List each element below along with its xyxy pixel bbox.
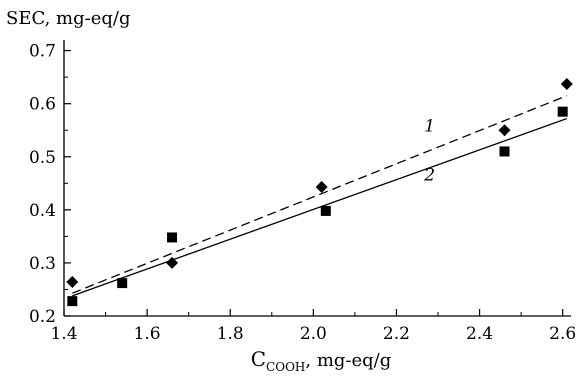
x-tick-label: 1.4 — [50, 324, 77, 344]
series-label-1: 1 — [424, 116, 435, 136]
point-square-series-2 — [67, 296, 78, 307]
ticks-layer: 1.4 1.6 1.8 2.0 2.2 2.4 2.6 0.2 0.3 0.4 0.5 0.6 0.7 — [29, 40, 576, 344]
fit-lines-layer — [72, 95, 568, 297]
x-tick-label: 2.4 — [466, 324, 493, 344]
point-square-series-2 — [167, 232, 178, 243]
points-layer — [66, 78, 573, 307]
x-axis-label: CCOOH, mg-eq/g — [251, 347, 392, 374]
fit-line-1 — [72, 95, 568, 294]
x-tick-label: 2.2 — [383, 324, 410, 344]
point-diamond-series-1 — [498, 124, 511, 137]
point-diamond-series-1 — [66, 276, 79, 289]
point-diamond-series-1 — [560, 78, 573, 91]
y-tick-label: 0.3 — [29, 254, 56, 274]
point-square-series-2 — [117, 278, 128, 289]
point-diamond-series-1 — [315, 181, 328, 194]
x-axis-label-subscript: COOH — [266, 360, 305, 374]
point-square-series-2 — [557, 106, 568, 117]
y-tick-label: 0.7 — [29, 42, 56, 62]
fit-line-2 — [72, 117, 568, 297]
point-square-series-2 — [499, 146, 510, 157]
point-square-series-2 — [320, 205, 331, 216]
x-axis-label-units: , mg-eq/g — [305, 350, 391, 371]
series-labels-layer: 12 — [423, 116, 435, 185]
x-axis-label-symbol: C — [251, 347, 266, 371]
y-tick-label: 0.2 — [29, 307, 56, 327]
x-tick-label: 1.8 — [217, 324, 244, 344]
y-axis-label: SEC, mg-eq/g — [6, 8, 130, 29]
x-tick-label: 2.0 — [300, 324, 327, 344]
x-tick-label: 1.6 — [134, 324, 161, 344]
y-tick-label: 0.5 — [29, 148, 56, 168]
x-tick-label: 2.6 — [549, 324, 576, 344]
y-tick-label: 0.4 — [29, 201, 56, 221]
point-diamond-series-1 — [166, 256, 179, 269]
series-label-2: 2 — [423, 166, 435, 186]
y-tick-label: 0.6 — [29, 95, 56, 115]
